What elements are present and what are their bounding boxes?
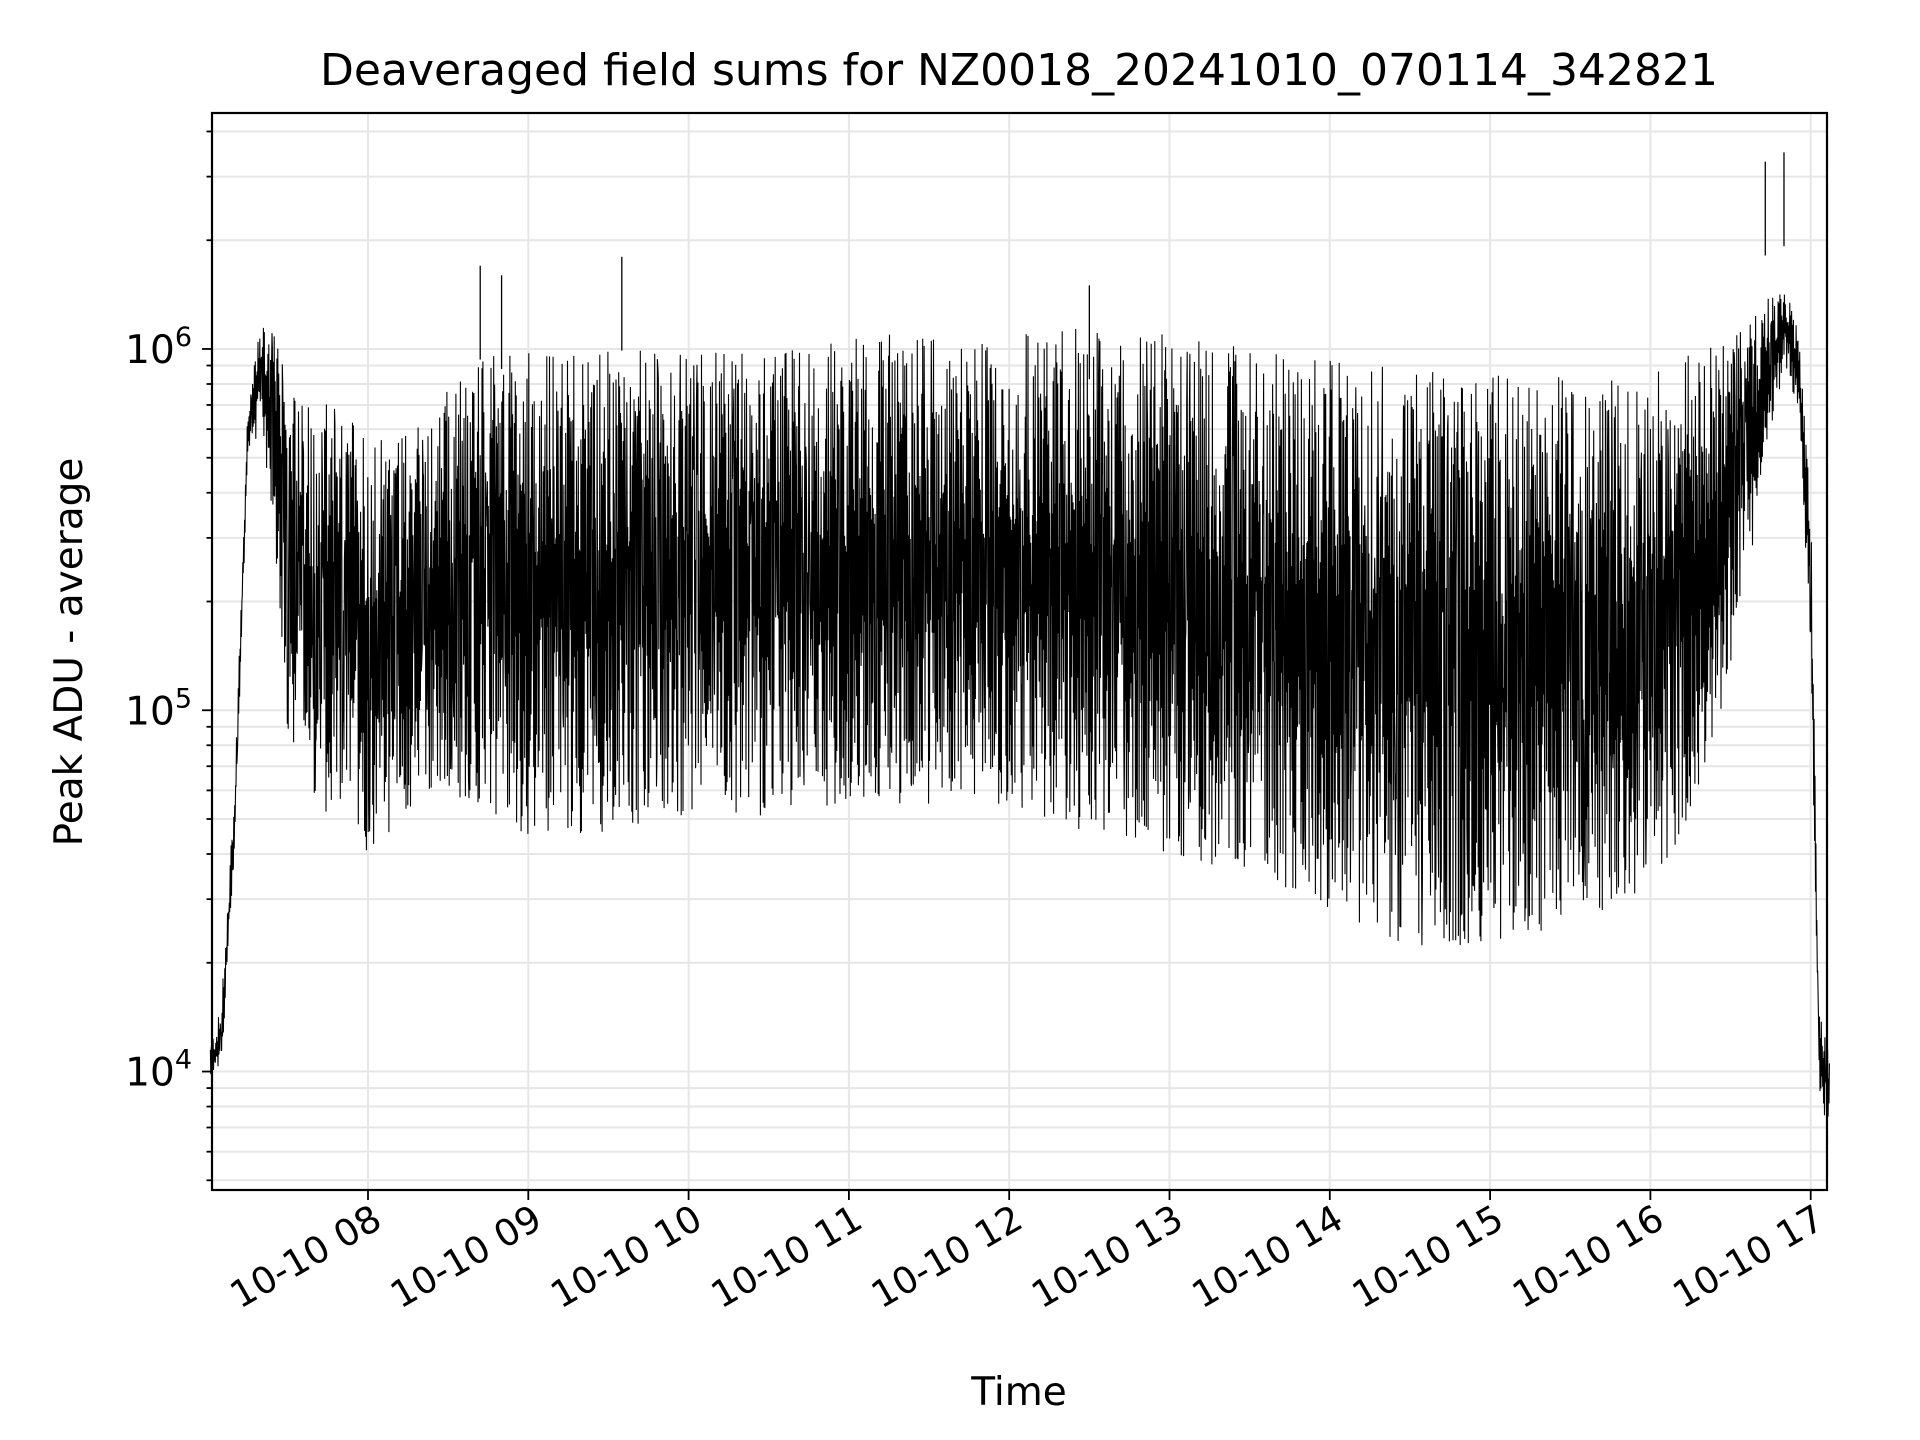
chart-title: Deaveraged field sums for NZ0018_2024101…	[320, 45, 1718, 96]
y-axis-label: Peak ADU - average	[47, 458, 92, 847]
series-layer	[209, 152, 1830, 1117]
plot-frame	[210, 111, 1829, 1192]
y-tick-label: 106	[125, 322, 192, 373]
x-axis-label: Time	[970, 1370, 1066, 1415]
y-tick-label: 104	[125, 1045, 192, 1096]
y-tick-label: 105	[125, 683, 192, 734]
data-line	[209, 294, 1830, 1117]
